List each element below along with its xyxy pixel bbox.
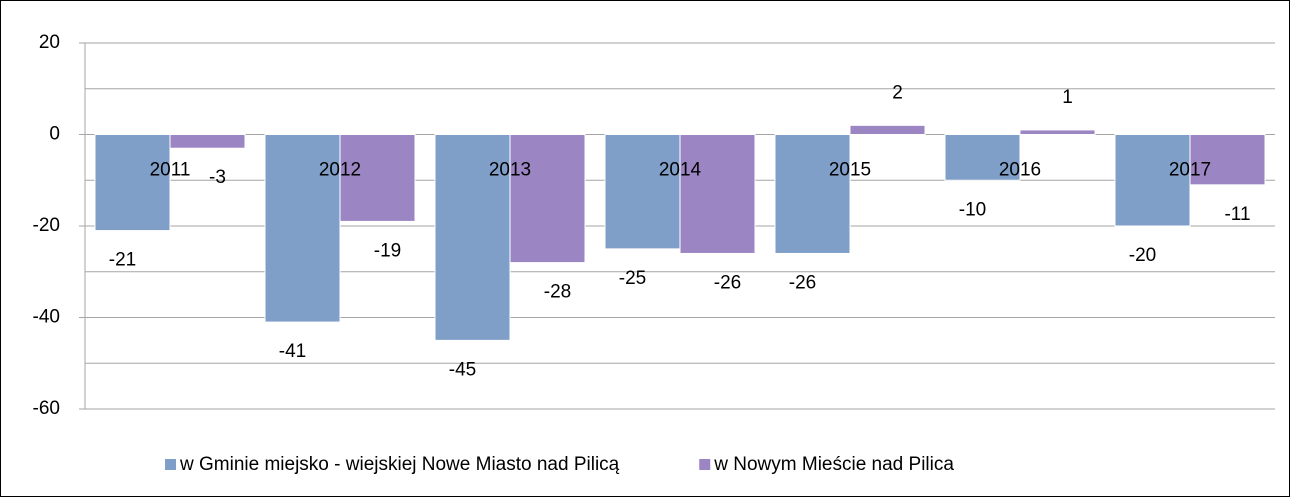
bar [679,134,756,254]
bar [169,134,246,149]
y-tick-label: -60 [33,398,60,419]
legend-swatch [699,459,711,470]
y-tick-label: -20 [33,215,60,236]
bar [1019,129,1096,136]
y-tick-label: 20 [39,32,60,53]
y-tick-label: 0 [49,124,60,145]
data-label: -25 [619,268,646,289]
legend-label: w Gminie miejsko - wiejskiej Nowe Miasto… [179,454,620,475]
bar [509,134,586,264]
data-label: -26 [714,272,741,293]
bar [264,134,341,323]
data-label: -19 [374,240,401,261]
data-label: -41 [279,341,306,362]
bar [339,134,416,222]
x-tick-label: 2011 [150,160,191,181]
x-tick-label: 2015 [829,160,871,181]
data-label: -3 [209,167,226,188]
data-label: -10 [959,199,986,220]
data-label: -26 [789,272,816,293]
data-label: -11 [1224,204,1250,225]
bar [434,134,511,341]
bar [604,134,681,250]
bar [1114,134,1191,227]
bar [94,134,171,232]
data-label: -20 [1129,245,1156,266]
x-tick-label: 2017 [1169,160,1211,181]
data-label: 2 [892,82,903,103]
data-label: -45 [449,359,476,380]
data-label: 1 [1062,87,1073,108]
legend-swatch [165,459,176,470]
x-tick-label: 2012 [319,160,361,181]
x-tick-label: 2014 [659,160,702,181]
x-tick-label: 2016 [999,160,1041,181]
data-label: -21 [109,250,136,271]
bar [1189,134,1266,186]
y-tick-label: -40 [33,307,60,328]
legend-label: w Nowym Mieście nad Pilica [713,454,954,475]
bar [774,134,851,254]
x-tick-label: 2013 [489,160,531,181]
bar [944,134,1021,181]
bar [849,124,926,135]
data-label: -28 [544,282,571,303]
